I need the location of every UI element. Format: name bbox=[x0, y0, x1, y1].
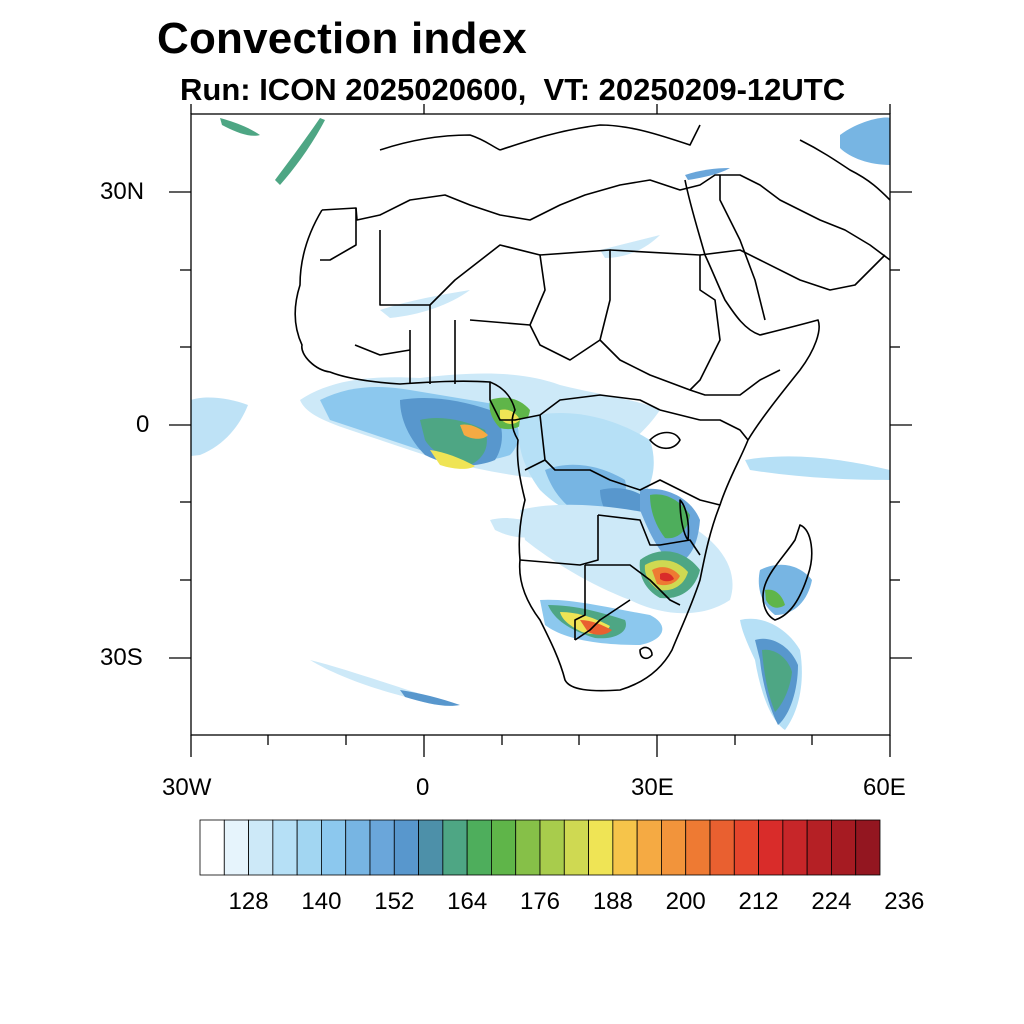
chart-subtitle: Run: ICON 2025020600, VT: 20250209-12UTC bbox=[180, 72, 846, 107]
colorbar-tick-label: 176 bbox=[519, 888, 561, 915]
colorbar-tick-label: 200 bbox=[665, 888, 706, 915]
colorbar-tick-label: 152 bbox=[374, 888, 415, 915]
colorbar-tick-label: 224 bbox=[811, 888, 852, 915]
lon-label-0: 0 bbox=[416, 774, 430, 801]
colorbar-tick-label: 236 bbox=[884, 888, 925, 915]
colorbar-swatch bbox=[806, 819, 832, 876]
colorbar-swatch bbox=[248, 819, 274, 876]
colorbar-swatch bbox=[345, 819, 371, 876]
colorbar-swatch bbox=[515, 819, 541, 876]
colorbar-tick-label: 164 bbox=[447, 888, 488, 915]
colorbar-swatch bbox=[223, 819, 249, 876]
colorbar-swatch bbox=[855, 819, 881, 876]
colorbar bbox=[199, 819, 881, 876]
chart-title: Convection index bbox=[157, 14, 527, 63]
lat-label-30s: 30S bbox=[100, 644, 143, 671]
colorbar-swatch bbox=[393, 819, 419, 876]
colorbar-swatch bbox=[661, 819, 687, 876]
colorbar-swatch bbox=[588, 819, 614, 876]
colorbar-swatch bbox=[199, 819, 225, 876]
lat-label-0: 0 bbox=[136, 411, 150, 438]
colorbar-tick-label: 128 bbox=[228, 888, 269, 915]
map-ticks bbox=[169, 104, 912, 757]
colorbar-swatch bbox=[491, 819, 517, 876]
colorbar-swatch bbox=[418, 819, 444, 876]
colorbar-tick-label: 188 bbox=[592, 888, 633, 915]
coastline-borders bbox=[294, 124, 890, 692]
lon-label-30w: 30W bbox=[162, 774, 212, 801]
lat-label-30n: 30N bbox=[100, 178, 145, 205]
colorbar-swatch bbox=[685, 819, 711, 876]
colorbar-tick-label: 212 bbox=[738, 888, 779, 915]
colorbar-swatch bbox=[369, 819, 395, 876]
colorbar-swatch bbox=[709, 819, 735, 876]
colorbar-swatch bbox=[272, 819, 298, 876]
colorbar-swatch bbox=[636, 819, 662, 876]
colorbar-swatch bbox=[758, 819, 784, 876]
colorbar-swatch bbox=[296, 819, 322, 876]
colorbar-swatch bbox=[782, 819, 808, 876]
colorbar-swatch bbox=[563, 819, 589, 876]
colorbar-swatch bbox=[466, 819, 492, 876]
lon-label-30e: 30E bbox=[631, 774, 674, 801]
colorbar-swatch bbox=[733, 819, 759, 876]
colorbar-swatch bbox=[612, 819, 638, 876]
colorbar-swatch bbox=[321, 819, 347, 876]
lon-label-60e: 60E bbox=[863, 774, 906, 801]
colorbar-swatch bbox=[539, 819, 565, 876]
colorbar-tick-label: 140 bbox=[301, 888, 342, 915]
colorbar-swatch bbox=[442, 819, 468, 876]
colorbar-swatch bbox=[831, 819, 857, 876]
